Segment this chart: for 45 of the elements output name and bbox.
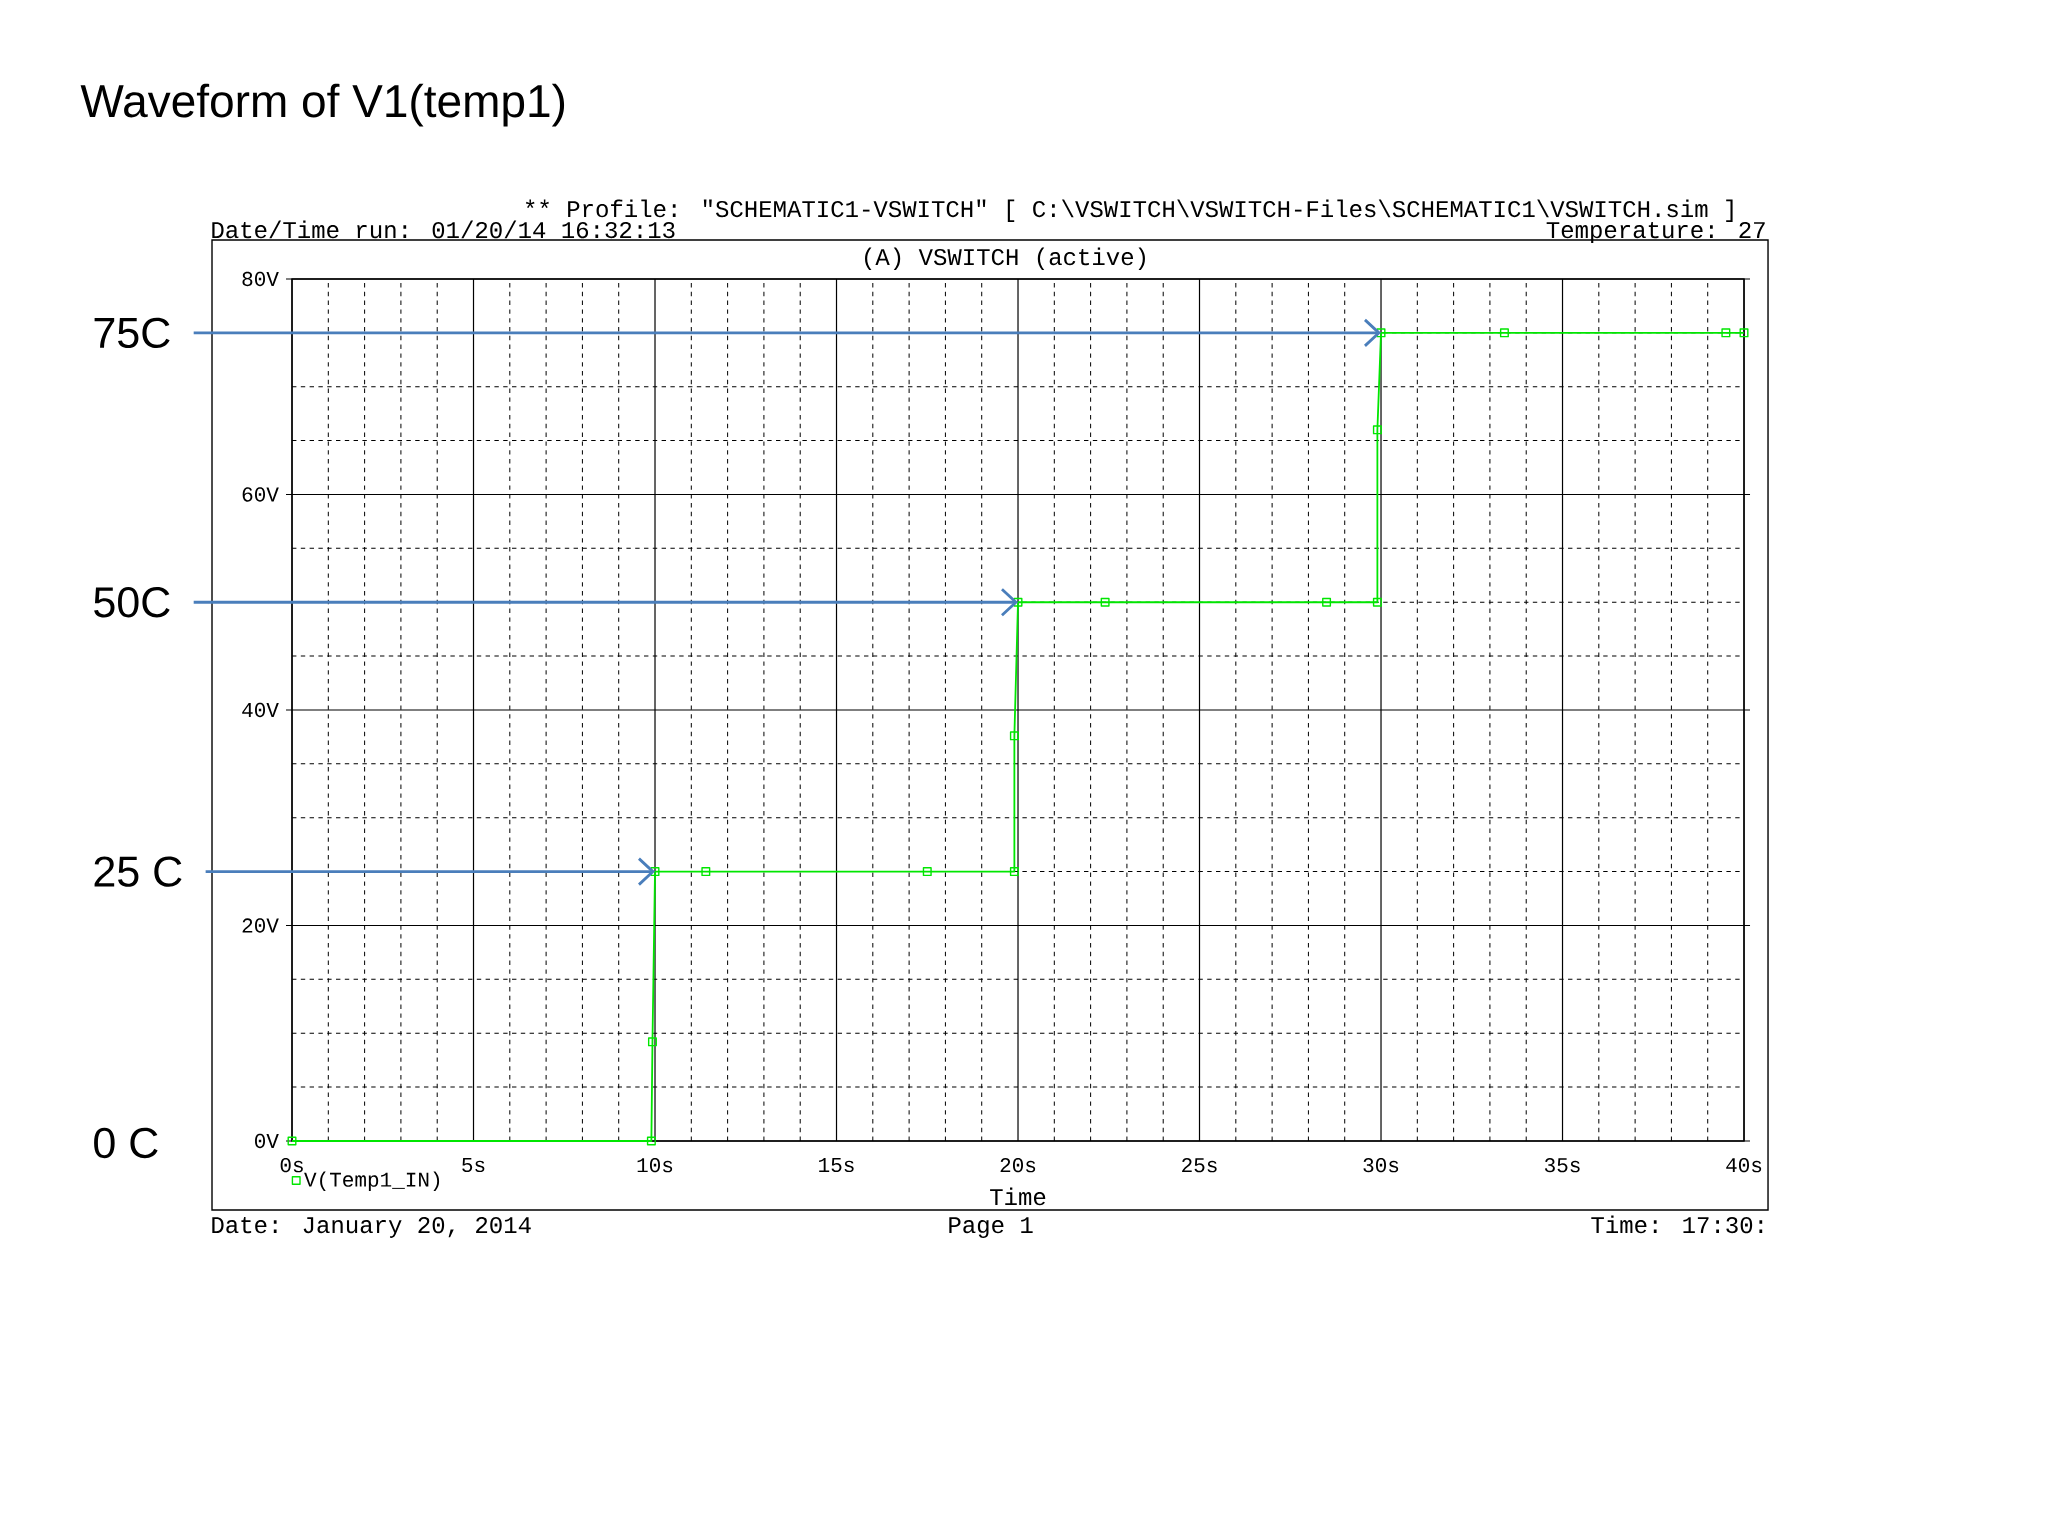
x-tick-label: 5s	[462, 1158, 485, 1173]
point	[1739, 328, 1749, 338]
y-tick-label: 60V	[242, 487, 279, 502]
point	[1322, 597, 1332, 607]
point	[1372, 597, 1382, 607]
text: Date: January 20, 2014	[212, 1216, 531, 1238]
x-tick-label: 0s	[280, 1158, 303, 1173]
x-axis-title: Time	[990, 1187, 1046, 1206]
text: Temperature: 27	[1546, 221, 1765, 243]
y-tick-label: 0V	[255, 1133, 279, 1149]
chart-subtitle: (A) VSWITCH (active)	[865, 247, 1145, 270]
chart-title: Waveform of V1(temp1)	[80, 83, 565, 127]
text: ** Profile: "SCHEMATIC1-VSWITCH" [ C:\VSWITCH\VSWITCH-Files\SCHEMATIC1\VSWITCH.sim ]	[525, 199, 1733, 222]
text: Time: 17:30:	[1591, 1215, 1763, 1234]
point	[287, 1136, 297, 1146]
x-tick-label: 20s	[1000, 1158, 1036, 1173]
text: Page 1	[949, 1217, 1033, 1238]
point	[1013, 597, 1023, 607]
point	[646, 1136, 656, 1146]
y-tick-label: 20V	[242, 918, 279, 933]
point	[1009, 867, 1019, 877]
point	[1721, 328, 1731, 338]
x-tick-label: 35s	[1544, 1158, 1580, 1173]
point	[1499, 328, 1509, 338]
x-tick-label: 25s	[1182, 1158, 1217, 1173]
legend-label: V(Temp1_IN)	[304, 1171, 440, 1191]
x-tick-label: 30s	[1363, 1158, 1399, 1173]
point	[650, 867, 660, 877]
x-tick-label: 15s	[819, 1158, 854, 1173]
x-tick-label: 40s	[1726, 1158, 1762, 1173]
annotation: 50C	[94, 587, 170, 618]
point	[1100, 597, 1110, 607]
point	[701, 867, 711, 877]
point	[1376, 328, 1386, 338]
text: 0 C	[94, 1127, 158, 1159]
y-tick-label: 80V	[242, 271, 279, 287]
point	[647, 1037, 657, 1047]
point	[922, 867, 932, 877]
x-tick-label: 10s	[637, 1158, 673, 1173]
point	[1009, 731, 1019, 741]
annotation: 25 C	[94, 856, 182, 887]
y-tick-label: 40V	[242, 702, 279, 718]
text: Date/Time run: 01/20/14 16:32:13	[212, 220, 675, 239]
annotation: 75C	[94, 317, 170, 349]
point	[1372, 425, 1382, 435]
